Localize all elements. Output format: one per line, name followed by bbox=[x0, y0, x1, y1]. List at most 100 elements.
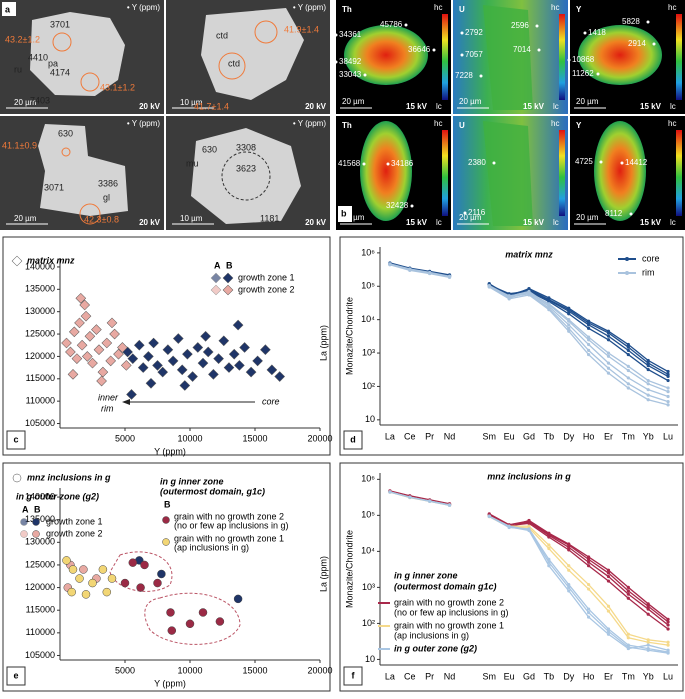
annotation: inner bbox=[98, 392, 119, 402]
point bbox=[266, 364, 278, 376]
vertex bbox=[587, 582, 591, 587]
point bbox=[67, 587, 76, 597]
point bbox=[182, 348, 193, 360]
vertex bbox=[527, 527, 531, 531]
point-label: 11262 bbox=[572, 69, 594, 78]
point-label: 3701 bbox=[50, 19, 70, 29]
x-axis-label: Y (ppm) bbox=[154, 446, 186, 456]
vertex bbox=[507, 297, 511, 301]
legend-marker bbox=[210, 284, 222, 296]
vertex bbox=[646, 604, 650, 608]
element: Th bbox=[342, 5, 352, 14]
point-label: 14412 bbox=[625, 158, 648, 167]
point-label: 630 bbox=[58, 128, 73, 138]
vertex bbox=[626, 636, 630, 640]
vertex bbox=[606, 338, 611, 342]
point-label: 8112 bbox=[605, 209, 623, 218]
vertex bbox=[626, 364, 630, 368]
panel-frame bbox=[2, 236, 331, 456]
legend-heading: in g outer zone (g2) bbox=[16, 491, 99, 501]
panel-frame bbox=[339, 462, 684, 692]
kv-label: 15 kV bbox=[523, 102, 545, 111]
vertex bbox=[646, 393, 650, 397]
point bbox=[228, 348, 240, 360]
color-bar bbox=[559, 14, 565, 100]
point-label: 36646 bbox=[408, 45, 431, 54]
y-axis-label: Monazite/Chondrite bbox=[344, 530, 354, 608]
y-tick-label: 110000 bbox=[26, 627, 55, 637]
point-label: mu bbox=[186, 158, 199, 168]
point-label: 34186 bbox=[391, 159, 414, 168]
point-label: 32428 bbox=[386, 201, 409, 210]
vertex bbox=[606, 574, 611, 579]
x-tick-label: La bbox=[385, 431, 395, 441]
y-axis-label: La (ppm) bbox=[318, 325, 328, 361]
point bbox=[67, 369, 79, 380]
point bbox=[172, 333, 184, 344]
spot bbox=[479, 74, 483, 78]
point bbox=[98, 565, 108, 574]
legend-heading: (outermost domain g1c) bbox=[394, 581, 497, 591]
grain-map bbox=[578, 25, 662, 85]
point-label: 1181 bbox=[260, 213, 279, 223]
vertex bbox=[487, 284, 491, 288]
legend-label: (no or few ap inclusions in g) bbox=[394, 607, 509, 617]
bar-high: hc bbox=[434, 3, 442, 12]
vertex bbox=[606, 604, 611, 608]
point-label: 3308 bbox=[236, 142, 256, 152]
bar-low: lc bbox=[436, 102, 442, 111]
spot bbox=[79, 203, 101, 225]
point bbox=[148, 337, 159, 349]
vertex bbox=[626, 382, 630, 386]
point bbox=[113, 348, 124, 360]
x-tick-label: Pr bbox=[425, 671, 434, 681]
vertex bbox=[428, 271, 432, 275]
point-label: 45786 bbox=[380, 20, 403, 29]
point-label: 3071 bbox=[44, 182, 64, 192]
legend-heading: in g inner zone bbox=[394, 570, 458, 580]
age-label: 42.3±0.8 bbox=[84, 214, 119, 224]
series-line bbox=[389, 264, 669, 406]
vertex bbox=[646, 364, 650, 368]
spot bbox=[52, 32, 72, 52]
vertex bbox=[567, 545, 571, 549]
point bbox=[120, 578, 130, 588]
vertex bbox=[606, 571, 611, 575]
point bbox=[65, 346, 76, 358]
scale-label: 20 µm bbox=[576, 97, 599, 106]
spot bbox=[334, 60, 338, 64]
series-line bbox=[389, 263, 669, 389]
point bbox=[120, 360, 132, 371]
point bbox=[76, 339, 88, 351]
point-label: 4725 bbox=[575, 157, 593, 166]
panel-tag bbox=[6, 430, 26, 450]
point-label: 7228 bbox=[455, 71, 473, 80]
age-label: 41.7±1.4 bbox=[194, 101, 229, 111]
vertex bbox=[626, 368, 630, 373]
point bbox=[68, 565, 78, 574]
point bbox=[202, 346, 214, 358]
vertex bbox=[567, 309, 571, 313]
spot bbox=[363, 73, 367, 77]
legend-label: growth zone 1 bbox=[238, 272, 295, 282]
vertex bbox=[587, 342, 591, 347]
point bbox=[157, 569, 166, 579]
legend-label: grain with no growth zone 2 bbox=[394, 597, 504, 607]
vertex bbox=[606, 371, 611, 375]
point-label: 38492 bbox=[339, 57, 362, 66]
vertex bbox=[666, 627, 670, 631]
x-tick-label: Ce bbox=[404, 431, 416, 441]
point bbox=[245, 366, 257, 378]
y-tick-label: 130000 bbox=[25, 537, 55, 547]
title-marker bbox=[11, 255, 23, 267]
vertex bbox=[626, 345, 630, 349]
point-label: ctd bbox=[216, 30, 228, 40]
scale-label: 20 µm bbox=[14, 214, 37, 223]
x-tick-label: Er bbox=[604, 431, 613, 441]
kv-label: 20 kV bbox=[305, 102, 327, 111]
vertex bbox=[587, 610, 591, 615]
kv-label: 15 kV bbox=[640, 102, 662, 111]
vertex bbox=[646, 640, 650, 644]
kv-label: 20 kV bbox=[305, 218, 327, 227]
vertex bbox=[666, 374, 670, 378]
